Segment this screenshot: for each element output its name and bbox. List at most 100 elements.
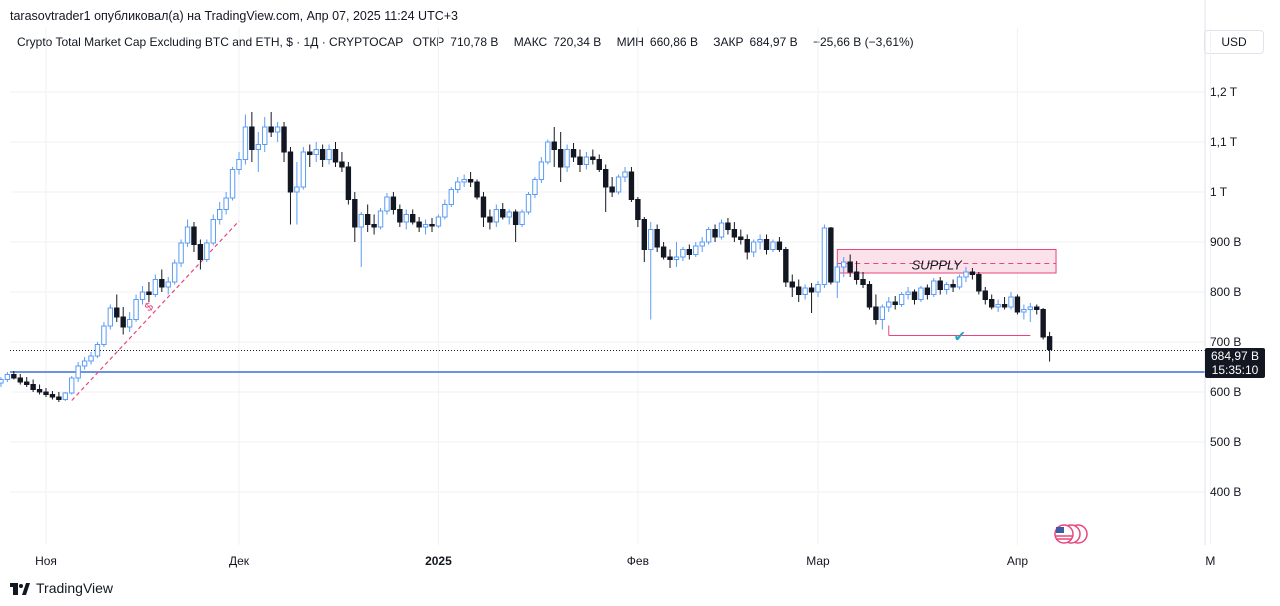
bar-countdown: 15:35:10: [1212, 363, 1259, 377]
candle-body: [229, 169, 236, 199]
candle-body: [11, 374, 17, 379]
x-tick-label: Мар: [806, 554, 830, 568]
candle-body: [924, 287, 931, 295]
candle-body: [480, 196, 487, 218]
candle-body: [139, 291, 146, 300]
candle-body: [274, 126, 281, 133]
candle-body: [821, 227, 828, 285]
candle-body: [590, 156, 596, 160]
candle-body: [995, 304, 1001, 308]
candle-body: [1021, 309, 1027, 313]
candle-body: [545, 141, 551, 163]
candle-body: [300, 151, 307, 188]
candle-body: [397, 209, 403, 223]
candle-body: [757, 239, 763, 243]
candle-body: [834, 266, 840, 283]
candle-body: [596, 159, 602, 170]
trend-line: [71, 220, 240, 401]
candle-body: [500, 209, 506, 218]
candle-body: [744, 239, 750, 253]
x-tick-label: Дек: [229, 554, 250, 568]
candle-body: [114, 307, 120, 318]
candle-body: [725, 222, 731, 230]
last-price-value: 684,97 B: [1211, 349, 1259, 363]
grid-lines: [10, 28, 1211, 545]
candle-body: [763, 239, 770, 250]
candle-body: [249, 126, 255, 150]
candle-body: [210, 219, 216, 244]
candle-body: [557, 149, 564, 168]
candle-body: [622, 171, 628, 178]
candle-body: [519, 211, 525, 225]
candle-body: [1008, 296, 1014, 308]
candle-body: [448, 189, 455, 205]
symbol-title: Crypto Total Market Cap Excluding BTC an…: [17, 35, 404, 49]
candle-body: [0, 379, 4, 384]
x-tick-label: Фев: [627, 554, 649, 568]
price-badge-bg: [1205, 348, 1265, 378]
supply-label: SUPPLY: [912, 258, 963, 273]
candle-body: [165, 281, 171, 288]
candle-body: [956, 276, 963, 288]
candle-body: [262, 126, 268, 145]
candle-body: [770, 241, 776, 250]
candle-body: [538, 161, 545, 180]
candle-body: [159, 279, 165, 288]
candle-body: [512, 211, 519, 225]
candle-body: [738, 236, 744, 240]
candle-body: [24, 381, 30, 385]
candle-body: [101, 325, 107, 345]
candle-body: [242, 126, 249, 160]
candle-body: [937, 280, 943, 290]
flag-icon[interactable]: [1054, 524, 1088, 544]
candle-body: [712, 229, 718, 238]
candle-body: [69, 377, 75, 394]
candle-body: [866, 284, 873, 308]
candle-body: [648, 229, 654, 250]
candle-body: [693, 245, 699, 255]
candle-body: [326, 149, 332, 160]
candle-body: [892, 301, 898, 305]
candle-body: [487, 216, 493, 223]
candle-body: [36, 389, 43, 393]
candle-body: [197, 244, 204, 260]
candle-body: [493, 209, 500, 223]
candle-body: [860, 279, 866, 285]
candle-body: [313, 149, 319, 155]
candle-body: [718, 222, 725, 238]
candle-body: [628, 171, 635, 200]
candles: [0, 112, 1053, 402]
ohlc-high: МАКС 720,34 B: [513, 35, 602, 49]
candle-body: [905, 291, 911, 295]
candle-body: [345, 166, 352, 200]
candle-body: [75, 365, 81, 379]
x-tick-label: 2025: [425, 554, 452, 568]
price-change: −25,66 B (−3,61%): [812, 35, 914, 49]
y-tick-label: 1 T: [1210, 185, 1228, 199]
candle-body: [384, 196, 390, 212]
candle-body: [268, 126, 274, 133]
candle-body: [943, 284, 950, 290]
x-tick-label: М: [1205, 554, 1215, 568]
candle-body: [841, 261, 847, 268]
candle-body: [879, 306, 886, 320]
candle-body: [783, 249, 789, 283]
candle-body: [422, 224, 429, 228]
supply-zone: [836, 249, 1057, 274]
candle-body: [120, 316, 126, 328]
time-axis: Ноя Дек 2025 Фев Мар Апр М: [35, 554, 1215, 568]
candle-body: [583, 156, 590, 165]
candle-body: [667, 256, 673, 260]
currency-button[interactable]: USD: [1204, 30, 1264, 54]
y-tick-label: 900 B: [1210, 235, 1241, 249]
drawing-overlays: [10, 220, 1205, 401]
chart-legend: Crypto Total Market Cap Excluding BTC an…: [17, 35, 920, 49]
candle-body: [49, 394, 56, 398]
candle-body: [307, 151, 313, 155]
candle-body: [796, 286, 802, 295]
candle-body: [255, 144, 262, 150]
y-tick-label: 800 B: [1210, 285, 1241, 299]
candle-body: [1014, 296, 1021, 313]
candle-body: [358, 214, 364, 228]
